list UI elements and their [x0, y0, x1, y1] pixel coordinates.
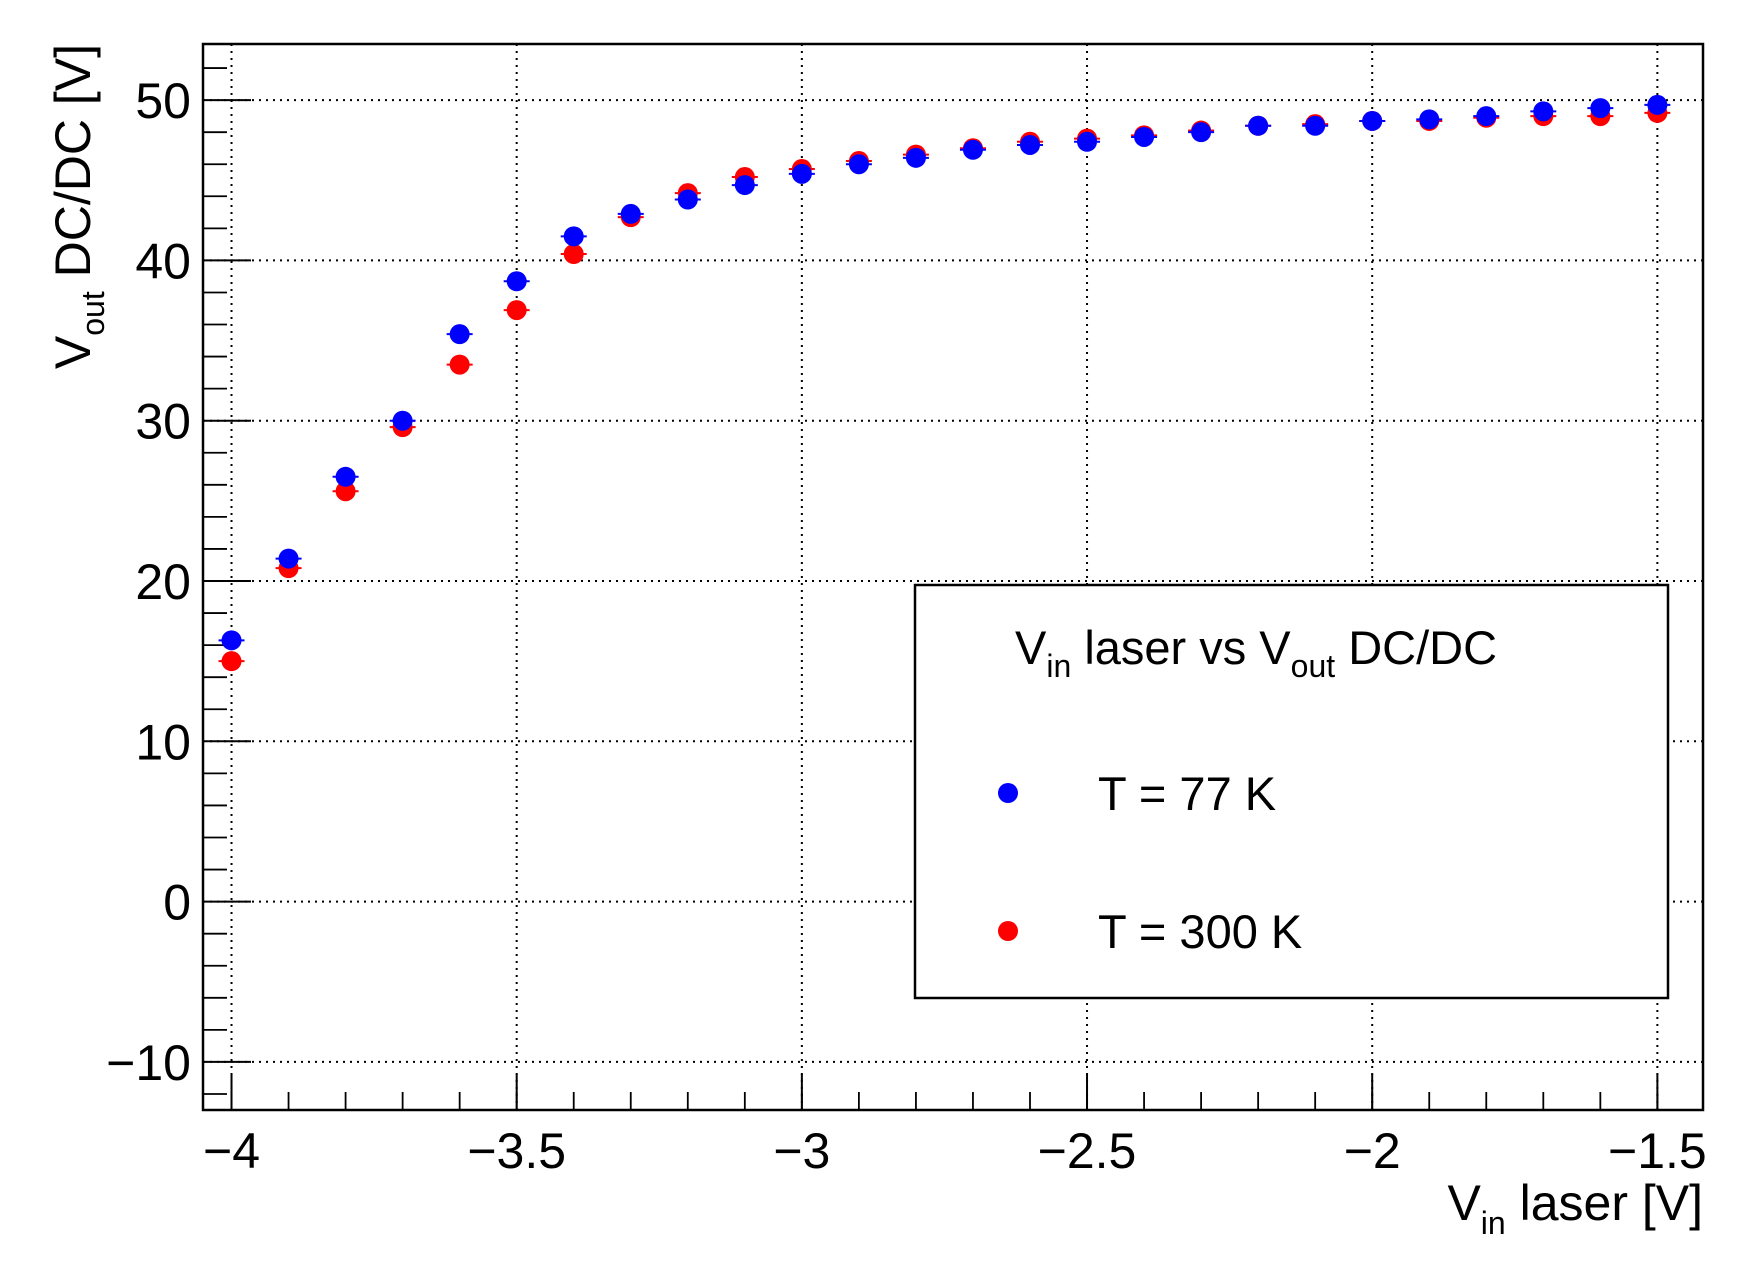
y-tick-label: 10: [135, 714, 191, 770]
data-point: [221, 630, 242, 651]
data-point: [335, 481, 356, 502]
x-axis-title: Vin laser [V]: [1447, 1175, 1703, 1241]
y-tick-label: −10: [106, 1035, 191, 1091]
data-point: [563, 226, 584, 247]
data-point: [1019, 134, 1040, 155]
data-point: [449, 324, 470, 345]
data-point: [221, 651, 242, 672]
y-tick-label: 0: [163, 875, 191, 931]
series-1: [218, 94, 1671, 651]
data-point: [392, 410, 413, 431]
legend-marker: [998, 921, 1018, 941]
data-point: [1533, 101, 1554, 122]
data-point: [1590, 98, 1611, 119]
data-point: [1647, 94, 1668, 115]
y-tick-label: 40: [135, 233, 191, 289]
data-point: [449, 354, 470, 375]
data-point: [1362, 110, 1383, 131]
x-tick-label: −2.5: [1038, 1123, 1137, 1179]
data-point: [506, 300, 527, 321]
data-point: [620, 203, 641, 224]
data-point: [1134, 126, 1155, 147]
x-tick-label: −1.5: [1608, 1123, 1707, 1179]
y-axis-title: Vout DC/DC [V]: [45, 44, 111, 369]
legend-entries: T = 77 K T = 300 K: [998, 767, 1302, 958]
data-point: [1191, 122, 1212, 143]
data-point: [506, 271, 527, 292]
legend-box: [913, 583, 1670, 1000]
data-point: [1077, 131, 1098, 152]
data-point: [905, 147, 926, 168]
y-tick-labels: −10 0 10 20 30 40 50: [106, 73, 191, 1091]
data-point: [1419, 109, 1440, 130]
data-point: [677, 189, 698, 210]
data-point: [1248, 115, 1269, 136]
y-tick-label: 20: [135, 554, 191, 610]
legend-title: Vin laser vs Vout DC/DC: [1015, 621, 1497, 684]
plot-frame: [201, 42, 1705, 1112]
data-point: [563, 243, 584, 264]
legend-entry-label: T = 77 K: [1098, 767, 1276, 820]
x-tick-label: −4: [203, 1123, 260, 1179]
axis-ticks: [203, 67, 1659, 1110]
data-point: [1305, 115, 1326, 136]
data-point: [734, 175, 755, 196]
data-points: [218, 94, 1671, 672]
y-tick-label: 50: [135, 73, 191, 129]
x-tick-label: −3: [773, 1123, 830, 1179]
data-point: [335, 466, 356, 487]
legend-marker: [998, 783, 1018, 803]
y-tick-label: 30: [135, 394, 191, 450]
data-point: [278, 548, 299, 569]
legend-entry-label: T = 300 K: [1098, 905, 1302, 958]
x-tick-labels: −4 −3.5 −3 −2.5 −2 −1.5: [203, 1123, 1707, 1179]
data-point: [848, 154, 869, 175]
data-point: [962, 139, 983, 160]
legend: Vin laser vs Vout DC/DC T = 77 K T = 300 …: [913, 583, 1670, 1000]
data-point: [791, 163, 812, 184]
x-tick-label: −2: [1344, 1123, 1401, 1179]
data-point: [1476, 106, 1497, 127]
x-tick-label: −3.5: [467, 1123, 566, 1179]
